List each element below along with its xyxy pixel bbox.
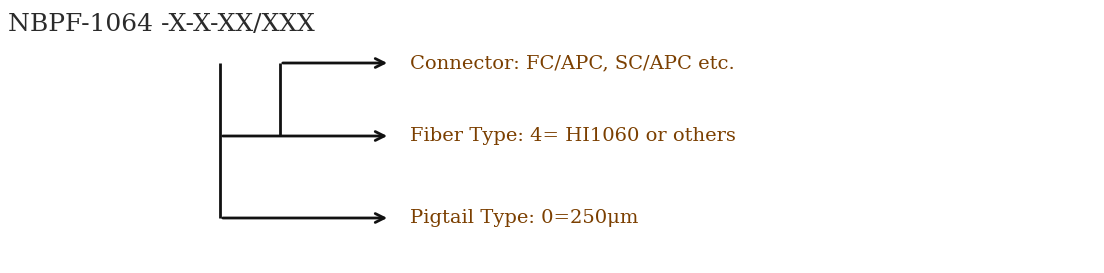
Text: Connector: FC/APC, SC/APC etc.: Connector: FC/APC, SC/APC etc.	[410, 54, 735, 72]
Text: Pigtail Type: 0=250μm: Pigtail Type: 0=250μm	[410, 209, 638, 227]
Text: NBPF-1064 -X-X-XX/XXX: NBPF-1064 -X-X-XX/XXX	[8, 13, 315, 36]
Text: Fiber Type: 4= HI1060 or others: Fiber Type: 4= HI1060 or others	[410, 127, 736, 145]
